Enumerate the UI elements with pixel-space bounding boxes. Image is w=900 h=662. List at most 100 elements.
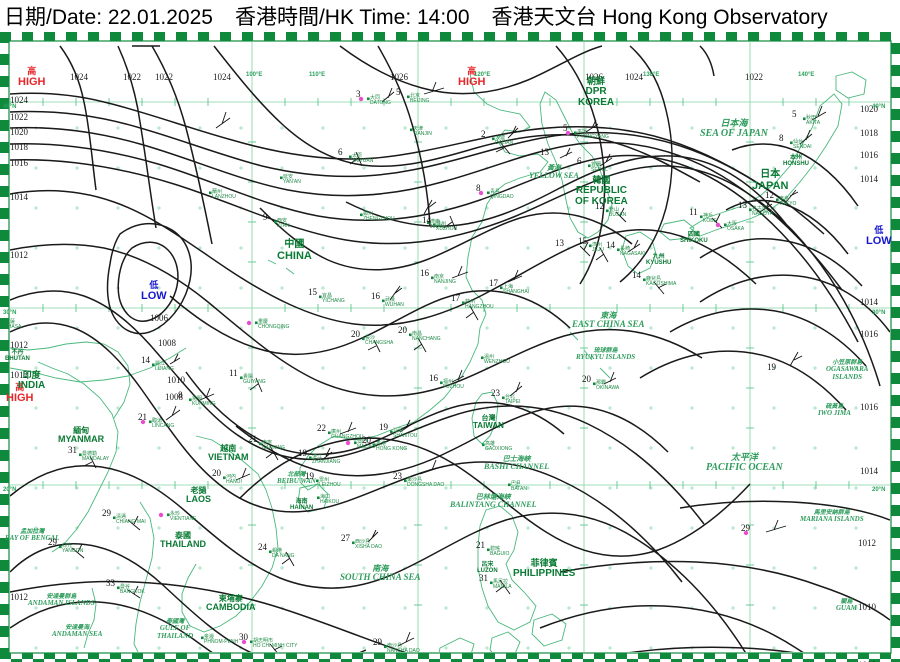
grid-plus-mark — [690, 206, 694, 210]
grid-plus-mark — [116, 486, 120, 490]
station-dot — [606, 209, 609, 213]
grid-plus-mark — [526, 166, 530, 170]
grid-plus-mark — [854, 526, 858, 530]
grid-plus-mark — [198, 446, 202, 450]
grid-plus-mark — [813, 646, 817, 650]
grid-plus-mark — [526, 206, 530, 210]
station-dot — [317, 496, 320, 500]
grid-plus-mark — [157, 206, 161, 210]
station-dot — [360, 213, 363, 217]
grid-plus-mark — [772, 286, 776, 290]
station-dot — [462, 301, 465, 305]
grid-plus-mark — [239, 286, 243, 290]
grid-plus-mark — [526, 646, 530, 650]
grid-plus-mark — [157, 566, 161, 570]
grid-plus-mark — [444, 446, 448, 450]
grid-plus-mark — [362, 206, 366, 210]
station-dot — [490, 581, 493, 585]
grid-plus-mark — [772, 166, 776, 170]
grid-plus-mark — [690, 526, 694, 530]
grid-plus-mark — [362, 566, 366, 570]
station-dot — [700, 215, 703, 219]
grid-plus-mark — [854, 206, 858, 210]
grid-plus-mark — [198, 366, 202, 370]
grid-plus-mark — [526, 366, 530, 370]
grid-plus-mark — [362, 526, 366, 530]
grid-plus-mark — [854, 566, 858, 570]
grid-plus-mark — [280, 326, 284, 330]
station-dot — [328, 431, 331, 435]
grid-plus-mark — [772, 566, 776, 570]
station-cloud-symbol — [715, 222, 721, 228]
grid-plus-mark — [567, 486, 571, 490]
grid-plus-mark — [485, 446, 489, 450]
grid-plus-mark — [75, 166, 79, 170]
station-dot — [319, 295, 322, 299]
grid-dots — [34, 126, 858, 650]
grid-plus-mark — [813, 286, 817, 290]
grid-plus-mark — [321, 206, 325, 210]
grid-plus-mark — [157, 526, 161, 530]
grid-plus-mark — [772, 246, 776, 250]
station-cloud-symbol — [241, 639, 247, 645]
grid-plus-mark — [403, 286, 407, 290]
grid-plus-mark — [198, 326, 202, 330]
grid-plus-mark — [34, 366, 38, 370]
grid-plus-mark — [813, 326, 817, 330]
grid-plus-mark — [321, 126, 325, 130]
grid-plus-mark — [403, 526, 407, 530]
grid-plus-mark — [649, 566, 653, 570]
grid-plus-mark — [157, 606, 161, 610]
station-dot — [643, 278, 646, 282]
grid-plus-mark — [239, 486, 243, 490]
grid-plus-mark — [75, 246, 79, 250]
grid-plus-mark — [485, 646, 489, 650]
station-dot — [209, 191, 212, 195]
station-dot — [274, 220, 277, 224]
grid-plus-mark — [690, 286, 694, 290]
grid-plus-mark — [444, 286, 448, 290]
grid-plus-mark — [321, 566, 325, 570]
grid-plus-mark — [608, 246, 612, 250]
station-dot — [259, 442, 262, 446]
grid-plus-mark — [75, 606, 79, 610]
grid-plus-mark — [157, 366, 161, 370]
station-dot — [373, 443, 376, 447]
grid-plus-mark — [813, 166, 817, 170]
grid-plus-mark — [854, 446, 858, 450]
station-dot — [79, 453, 82, 457]
grid-plus-mark — [444, 126, 448, 130]
grid-plus-mark — [444, 366, 448, 370]
grid-plus-mark — [280, 126, 284, 130]
grid-plus-mark — [280, 646, 284, 650]
grid-plus-mark — [280, 566, 284, 570]
grid-plus-mark — [239, 406, 243, 410]
grid-plus-mark — [731, 126, 735, 130]
station-dot — [409, 333, 412, 337]
grid-plus-mark — [772, 326, 776, 330]
grid-plus-mark — [198, 166, 202, 170]
grid-plus-mark — [198, 606, 202, 610]
grid-plus-mark — [362, 326, 366, 330]
grid-plus-mark — [403, 606, 407, 610]
grid-plus-mark — [116, 126, 120, 130]
grid-plus-mark — [403, 486, 407, 490]
station-dot — [189, 398, 192, 402]
grid-plus-mark — [34, 166, 38, 170]
header-date: 日期/Date: 22.01.2025 — [4, 6, 213, 29]
station-dot — [250, 640, 253, 644]
station-dot — [427, 221, 430, 225]
grid-plus-mark — [198, 526, 202, 530]
station-dot — [113, 516, 116, 520]
grid-plus-mark — [649, 366, 653, 370]
grid-plus-mark — [731, 246, 735, 250]
station-dot — [724, 223, 727, 227]
grid-plus-mark — [34, 406, 38, 410]
station-symbols — [140, 96, 749, 645]
grid-plus-mark — [403, 446, 407, 450]
grid-plus-mark — [280, 286, 284, 290]
surface-analysis-chart[interactable]: 1024 1022 1022 1024 1026 1026 1024 1022 1024 1022… — [0, 32, 900, 662]
station-dot — [117, 586, 120, 590]
grid-plus-mark — [854, 606, 858, 610]
grid-plus-mark — [362, 606, 366, 610]
